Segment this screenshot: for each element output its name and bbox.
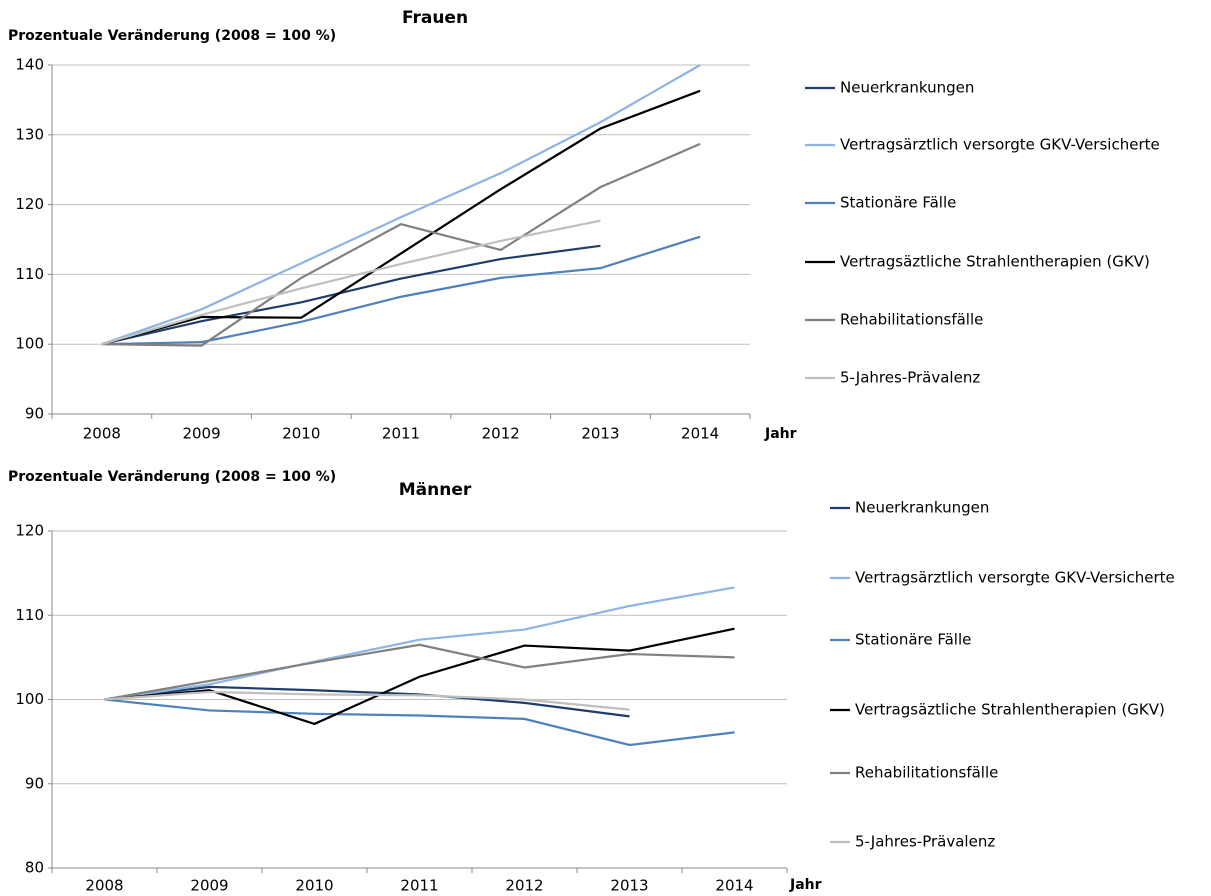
- series-line: [104, 685, 630, 718]
- x-tick-label: 2012: [505, 877, 543, 895]
- y-tick-label: 100: [15, 335, 44, 353]
- y-axis-label: Prozentuale Veränderung (2008 = 100 %): [8, 469, 336, 485]
- x-tick-label: 2010: [282, 425, 320, 443]
- legend-label: Stationäre Fälle: [840, 194, 956, 212]
- y-tick-label: 140: [15, 56, 44, 74]
- y-tick-label: 90: [25, 405, 44, 423]
- y-tick-label: 100: [15, 690, 44, 708]
- x-tick-label: 2014: [681, 425, 719, 443]
- series-line: [104, 698, 735, 747]
- series-line: [104, 627, 735, 726]
- y-axis-label: Prozentuale Veränderung (2008 = 100 %): [8, 28, 336, 44]
- legend-label: Vertragsäztliche Strahlentherapien (GKV): [855, 701, 1165, 719]
- series-line: [104, 690, 630, 711]
- x-tick-label: 2014: [715, 877, 753, 895]
- x-tick-label: 2009: [182, 425, 220, 443]
- x-tick-label: 2011: [400, 877, 438, 895]
- series-line: [101, 219, 601, 346]
- series-line: [101, 244, 601, 346]
- legend-label: Neuerkrankungen: [855, 499, 989, 517]
- series-line: [101, 142, 701, 347]
- series-line: [104, 586, 735, 701]
- legend-label: 5-Jahres-Prävalenz: [840, 369, 980, 387]
- y-tick-label: 80: [25, 859, 44, 877]
- y-tick-label: 120: [15, 195, 44, 213]
- chart-title: Männer: [399, 480, 472, 500]
- y-tick-label: 110: [15, 606, 44, 624]
- legend-label: Rehabilitationsfälle: [855, 764, 998, 782]
- x-tick-label: 2013: [581, 425, 619, 443]
- y-tick-label: 90: [25, 774, 44, 792]
- series-line: [101, 64, 701, 346]
- x-tick-label: 2013: [610, 877, 648, 895]
- x-tick-label: 2011: [382, 425, 420, 443]
- y-tick-label: 120: [15, 522, 44, 540]
- legend-label: Vertragsärztlich versorgte GKV-Versicher…: [840, 136, 1160, 154]
- series-line: [104, 643, 735, 701]
- legend-label: Rehabilitationsfälle: [840, 311, 983, 329]
- y-tick-label: 130: [15, 125, 44, 143]
- legend-label: Neuerkrankungen: [840, 79, 974, 97]
- legend-label: Vertragsärztlich versorgte GKV-Versicher…: [855, 569, 1175, 587]
- x-tick-label: 2009: [190, 877, 228, 895]
- y-tick-label: 110: [15, 265, 44, 283]
- x-tick-label: 2012: [482, 425, 520, 443]
- legend-label: 5-Jahres-Prävalenz: [855, 833, 995, 851]
- x-tick-label: 2008: [85, 877, 123, 895]
- x-axis-label: Jahr: [789, 877, 822, 893]
- x-tick-label: 2008: [83, 425, 121, 443]
- legend-label: Stationäre Fälle: [855, 631, 971, 649]
- x-axis-label: Jahr: [764, 426, 797, 442]
- series-line: [101, 89, 701, 346]
- x-tick-label: 2010: [295, 877, 333, 895]
- legend-label: Vertragsäztliche Strahlentherapien (GKV): [840, 253, 1150, 271]
- series-line: [101, 235, 701, 346]
- chart-title: Frauen: [402, 8, 468, 28]
